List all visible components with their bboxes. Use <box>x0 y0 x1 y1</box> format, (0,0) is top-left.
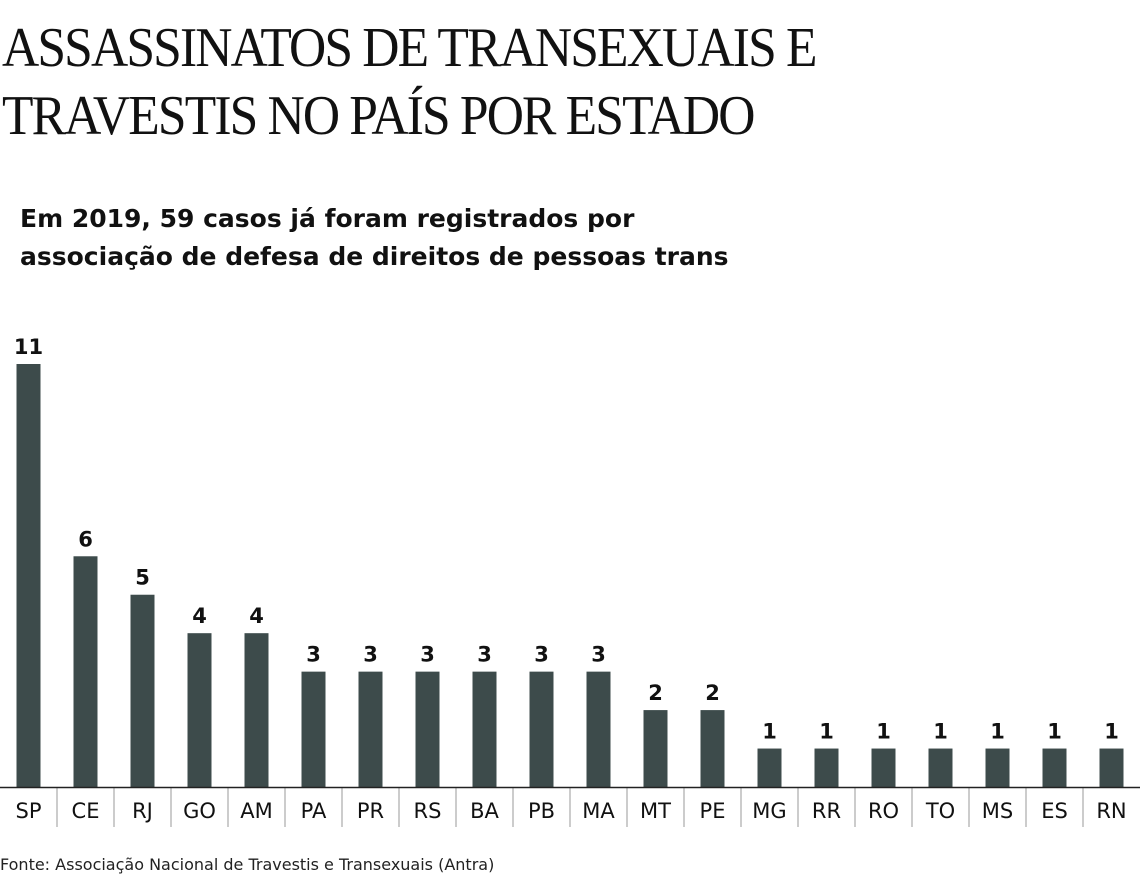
x-tick-label-rr: RR <box>812 799 841 823</box>
data-label-pe: 2 <box>705 681 720 705</box>
x-tick-label-rj: RJ <box>132 799 153 823</box>
chart-subtitle-line-1: Em 2019, 59 casos já foram registrados p… <box>20 204 635 233</box>
data-label-es: 1 <box>1047 720 1062 744</box>
x-tick-label-mg: MG <box>752 799 786 823</box>
chart-subtitle-line-2: associação de defesa de direitos de pess… <box>20 242 729 271</box>
data-label-go: 4 <box>192 604 207 628</box>
bar-pe <box>700 710 725 787</box>
x-tick-label-pe: PE <box>700 799 726 823</box>
data-label-mg: 1 <box>762 720 777 744</box>
data-label-to: 1 <box>933 720 948 744</box>
bar-mt <box>643 710 668 787</box>
data-label-rn: 1 <box>1104 720 1119 744</box>
x-tick-label-to: TO <box>925 799 955 823</box>
data-label-pr: 3 <box>363 643 378 667</box>
data-label-ms: 1 <box>990 720 1005 744</box>
data-label-rr: 1 <box>819 720 834 744</box>
bar-ms <box>985 748 1010 787</box>
data-label-pb: 3 <box>534 643 549 667</box>
x-tick-label-rs: RS <box>414 799 442 823</box>
x-tick-label-am: AM <box>240 799 272 823</box>
bar-mg <box>757 748 782 787</box>
bar-to <box>928 748 953 787</box>
data-label-ba: 3 <box>477 643 492 667</box>
data-label-ro: 1 <box>876 720 891 744</box>
x-tick-label-go: GO <box>183 799 216 823</box>
bar-am <box>244 633 269 787</box>
data-label-am: 4 <box>249 604 264 628</box>
x-tick-label-ro: RO <box>868 799 899 823</box>
chart-title-line-2: TRAVESTIS NO PAÍS POR ESTADO <box>2 85 756 147</box>
x-tick-label-pa: PA <box>301 799 327 823</box>
data-label-rs: 3 <box>420 643 435 667</box>
x-tick-label-ce: CE <box>72 799 100 823</box>
chart-subtitle: Em 2019, 59 casos já foram registrados p… <box>20 200 1020 276</box>
bar-es <box>1042 748 1067 787</box>
data-label-rj: 5 <box>135 566 150 590</box>
bar-ma <box>586 671 611 787</box>
x-tick-label-sp: SP <box>16 799 42 823</box>
bar-rs <box>415 671 440 787</box>
data-label-mt: 2 <box>648 681 663 705</box>
chart-title: ASSASSINATOS DE TRANSEXUAIS E TRAVESTIS … <box>2 14 1032 150</box>
bar-rj <box>130 594 155 787</box>
chart-title-line-1: ASSASSINATOS DE TRANSEXUAIS E <box>2 17 817 79</box>
bar-sp <box>16 364 41 787</box>
x-tick-label-rn: RN <box>1096 799 1126 823</box>
x-tick-label-ba: BA <box>470 799 499 823</box>
x-tick-label-pb: PB <box>528 799 555 823</box>
bar-pr <box>358 671 383 787</box>
bar-pa <box>301 671 326 787</box>
bar-pb <box>529 671 554 787</box>
bar-ce <box>73 556 98 787</box>
x-tick-label-es: ES <box>1041 799 1068 823</box>
bar-ro <box>871 748 896 787</box>
x-tick-label-mt: MT <box>640 799 671 823</box>
bar-ba <box>472 671 497 787</box>
data-label-ce: 6 <box>78 527 93 551</box>
data-label-ma: 3 <box>591 643 606 667</box>
data-label-sp: 11 <box>14 335 43 359</box>
data-label-pa: 3 <box>306 643 321 667</box>
bar-go <box>187 633 212 787</box>
x-tick-label-ma: MA <box>582 799 615 823</box>
bar-rr <box>814 748 839 787</box>
bar-chart: 11SP6CE5RJ4GO4AM3PA3PR3RS3BA3PB3MA2MT2PE… <box>0 335 1140 827</box>
source-note: Fonte: Associação Nacional de Travestis … <box>0 855 495 874</box>
x-tick-label-ms: MS <box>982 799 1013 823</box>
bar-rn <box>1099 748 1124 787</box>
x-tick-label-pr: PR <box>357 799 384 823</box>
